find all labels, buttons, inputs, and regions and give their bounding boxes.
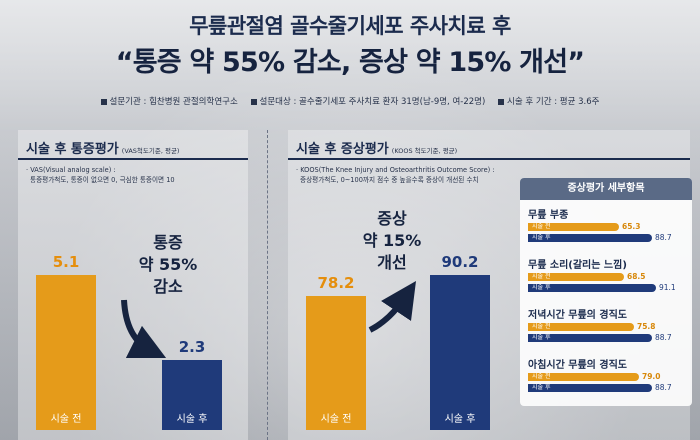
page-headline: “통증 약 55% 감소, 증상 약 15% 개선” [115,47,585,78]
detail-bar-tag-after: 시술 후 [532,234,551,241]
pain-title-underline [18,158,248,160]
detail-bar-tag-after: 시술 후 [532,284,551,291]
pain-note-line-1: · VAS(Visual analog scale) : [26,166,116,174]
detail-bar-tag-before: 시술 전 [532,323,551,330]
symptom-chart-subtitle: (KOOS 척도기준, 평균) [391,147,458,155]
symptom-note-line-2: 증상평가척도, 0~100까지 점수 중 높을수록 증상이 개선된 수치 [300,176,479,184]
detail-bar-before [528,223,619,231]
detail-bar-value-before: 75.8 [637,322,656,331]
detail-bar-after [528,334,652,342]
detail-item-title: 무릎 부종 [528,210,569,221]
square-bullet-icon [250,98,257,105]
detail-bar-value-after: 88.7 [655,333,672,342]
panel-divider [267,130,268,440]
pain-bar-label-after: 시술 후 [176,414,208,425]
pain-bar-after [162,360,222,430]
detail-bar-after [528,234,652,242]
detail-bar-value-before: 79.0 [642,372,661,381]
info-item-1: 설문기관 : 힘찬병원 관절의학연구소 [100,97,238,107]
detail-bar-tag-before: 시술 전 [532,223,551,230]
detail-item-title: 아침시간 무릎의 경직도 [528,360,627,371]
symptom-callout: 증상 약 15% 개선 [352,208,432,274]
symptom-bar-after [430,275,490,430]
symptom-bar-value-before: 78.2 [317,274,355,292]
pain-bar-before [36,275,96,430]
symptom-title-underline [288,158,690,160]
detail-bar-tag-before: 시술 전 [532,273,551,280]
pain-chart-title-text: 시술 후 통증평가 [26,142,119,157]
detail-bar-tag-after: 시술 후 [532,384,551,391]
detail-box-title: 증상평가 세부항목 [520,178,692,200]
symptom-increase-arrow [368,281,416,333]
square-bullet-icon [498,98,505,105]
detail-bar-before [528,273,624,281]
symptom-callout-line-1: 증상 [377,209,407,228]
symptom-callout-line-2: 약 15% [362,231,422,250]
pain-callout-line-2: 약 55% [138,255,198,274]
detail-bar-before [528,323,634,331]
page-subtitle: 무릎관절염 골수줄기세포 주사치료 후 [189,14,511,38]
info-item-2: 설문대상 : 골수줄기세포 주사치료 환자 31명(남-9명, 여-22명) [250,97,486,107]
pain-chart-note: · VAS(Visual analog scale) : 통증평가척도, 통증이… [26,165,175,185]
pain-chart-subtitle: (VAS척도기준, 평균) [121,147,180,155]
detail-bar-value-before: 68.5 [627,272,646,281]
detail-bar-after [528,384,652,392]
symptom-note-line-1: · KOOS(The Knee Injury and Osteoarthriti… [296,166,495,174]
symptom-bar-value-after: 90.2 [441,253,479,271]
pain-chart-title: 시술 후 통증평가 (VAS척도기준, 평균) [26,138,179,157]
info-item-3: 시술 후 기간 : 평균 3.6주 [498,97,599,107]
survey-info: 설문기관 : 힘찬병원 관절의학연구소 설문대상 : 골수줄기세포 주사치료 환… [0,95,700,107]
pain-bar-label-before: 시술 전 [50,414,82,425]
symptom-chart-note: · KOOS(The Knee Injury and Osteoarthriti… [296,165,495,185]
symptom-bar-label-before: 시술 전 [320,414,352,425]
info-text-2: 설문대상 : 골수줄기세포 주사치료 환자 31명(남-9명, 여-22명) [259,97,486,107]
detail-bar-value-after: 88.7 [655,383,672,392]
pain-bar-value-before: 5.1 [52,253,80,271]
detail-bar-value-before: 65.3 [622,222,641,231]
pain-bar-value-after: 2.3 [178,338,206,356]
detail-bar-value-after: 88.7 [655,233,672,242]
detail-item-title: 저녁시간 무릎의 경직도 [528,310,627,321]
symptom-chart-title-text: 시술 후 증상평가 [296,142,389,157]
pain-note-line-2: 통증평가척도, 통증이 없으면 0, 극심한 통증이면 10 [30,176,175,184]
detail-bar-tag-after: 시술 후 [532,334,551,341]
detail-bar-tag-before: 시술 전 [532,373,551,380]
pain-callout: 통증 약 55% 감소 [128,232,208,298]
symptom-bar-before [306,296,366,430]
symptom-bar-label-after: 시술 후 [444,414,476,425]
pain-callout-line-1: 통증 [153,233,183,252]
detail-item-title: 무릎 소리(갈리는 느낌) [528,260,627,271]
pain-decrease-arrow [121,299,167,359]
symptom-chart-title: 시술 후 증상평가 (KOOS 척도기준, 평균) [296,138,457,157]
info-text-1: 설문기관 : 힘찬병원 관절의학연구소 [109,97,238,107]
square-bullet-icon [100,98,107,105]
symptom-callout-line-3: 개선 [377,253,407,272]
pain-callout-line-3: 감소 [153,277,183,296]
detail-bar-value-after: 91.1 [659,283,676,292]
info-text-3: 시술 후 기간 : 평균 3.6주 [507,97,600,107]
detail-bar-before [528,373,639,381]
detail-bar-after [528,284,656,292]
